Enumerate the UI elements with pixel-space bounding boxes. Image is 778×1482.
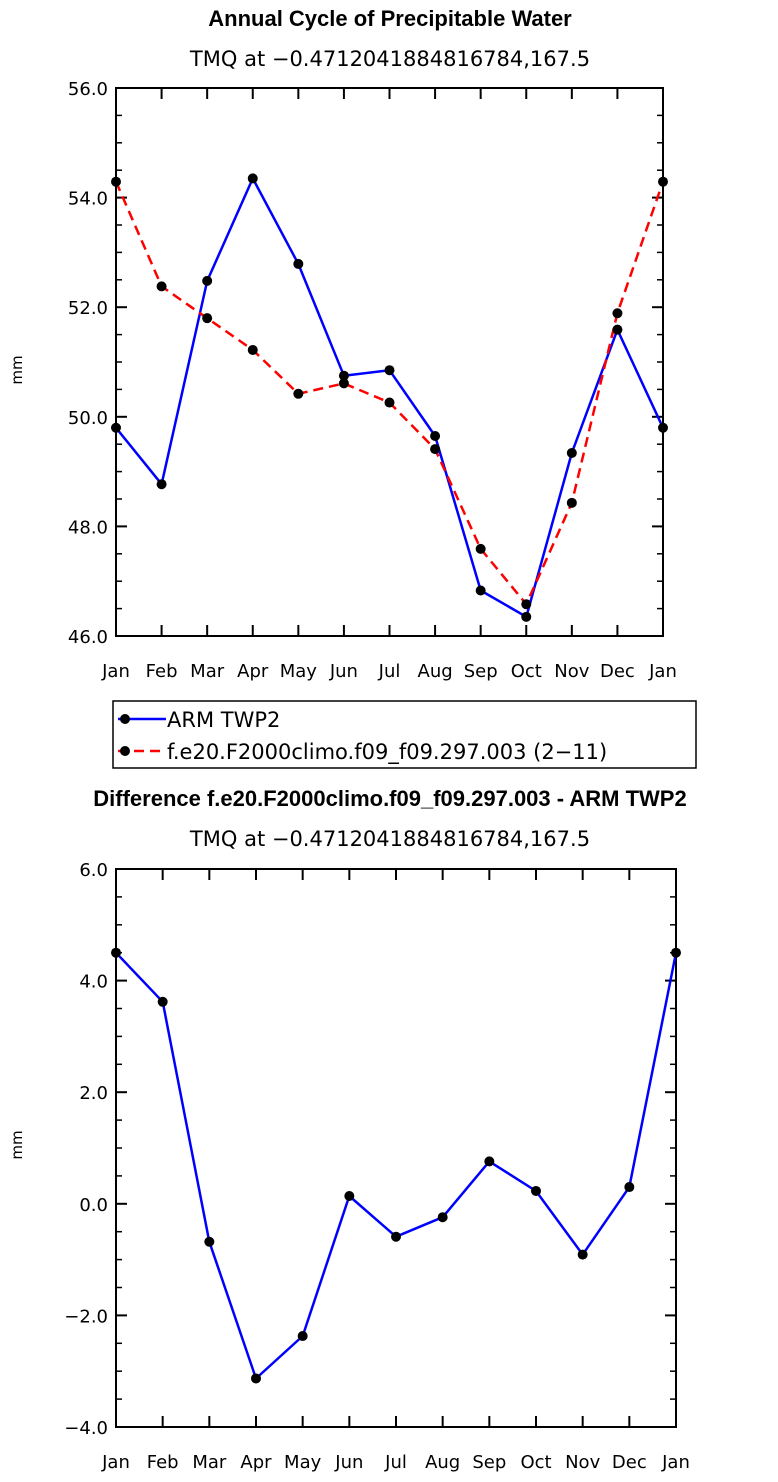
chart2-series-0-point [344, 1190, 355, 1201]
chart2-subtitle: TMQ at −0.4712041884816784,167.5 [189, 827, 590, 851]
chart1-legend: ARM TWP2 f.e20.F2000climo.f09_f09.297.00… [112, 700, 697, 769]
chart1-xtick-label: Feb [146, 661, 178, 682]
legend-box [112, 700, 697, 769]
chart1-series-1-point [521, 599, 532, 610]
chart2-series-0-point [111, 947, 121, 958]
chart2-frame [115, 868, 677, 1428]
chart2-xtick-label: Nov [565, 1452, 600, 1473]
chart1-series-0-point [247, 173, 258, 184]
chart1-xtick-label: Oct [511, 661, 542, 682]
chart2-series-0-point [671, 947, 681, 958]
chart2-series-0-point [251, 1373, 261, 1384]
legend-label-arm-twp2: ARM TWP2 [167, 708, 280, 732]
chart1-series-1-point [430, 444, 441, 455]
chart1-xtick-label: Jun [329, 661, 358, 682]
chart1-ytick-label: 46.0 [68, 627, 108, 648]
chart1-ytick-label: 56.0 [68, 79, 108, 100]
chart2-xtick-label: Dec [612, 1452, 647, 1473]
legend-label-model: f.e20.F2000climo.f09_f09.297.003 (2−11) [167, 740, 607, 765]
chart1-series-1-point [658, 176, 668, 187]
chart1-ytick-label: 54.0 [68, 189, 108, 210]
chart2-ytick-label: −2.0 [64, 1306, 108, 1327]
chart2-series-0-point [484, 1156, 495, 1167]
chart2-xtick-label: Aug [425, 1452, 460, 1473]
chart1-series-0-point [521, 611, 532, 622]
chart1-series-1-point [338, 378, 349, 389]
chart1-series-0-point [293, 258, 304, 269]
chart1-xtick-label: Dec [600, 661, 635, 682]
chart2-series-0-point [204, 1236, 215, 1247]
chart1-xtick-label: Mar [190, 661, 225, 682]
chart1-series-1-point [111, 176, 121, 187]
chart2-xtick-label: Feb [147, 1452, 179, 1473]
chart2-plot-area: −4.0 −2.0 0.0 2.0 4.0 6.0 Jan Feb Mar Apr May Jun Ju… [64, 860, 690, 1473]
chart2-xtick-label: Mar [192, 1452, 227, 1473]
chart1-xtick-label: Sep [464, 661, 498, 682]
chart1-xtick-label: Jan [648, 661, 677, 682]
chart2-ytick-label: 0.0 [79, 1195, 108, 1216]
chart1-subtitle: TMQ at −0.4712041884816784,167.5 [189, 47, 590, 71]
chart1-ytick-label: 48.0 [68, 517, 108, 538]
legend-marker-arm-twp2 [120, 714, 130, 724]
chart1-series-1-point [202, 313, 213, 324]
chart1-ylabel: mm [8, 355, 26, 384]
chart1-series-0-point [384, 365, 395, 376]
chart1-series-0-point [566, 447, 577, 458]
chart1-xtick-label: Jan [101, 661, 130, 682]
legend-marker-model [120, 746, 130, 756]
chart2-series-line-0 [115, 951, 678, 1380]
chart2-ytick-label: −4.0 [64, 1418, 108, 1439]
chart2-ytick-label: 2.0 [79, 1083, 108, 1104]
chart1-series-1-point [293, 388, 304, 399]
chart2-xtick-label: Jun [334, 1452, 363, 1473]
chart1-xtick-label: Nov [554, 661, 589, 682]
chart1-series-1-point [247, 344, 258, 355]
chart1-ytick-label: 50.0 [68, 408, 108, 429]
chart1-title: Annual Cycle of Precipitable Water [208, 6, 572, 31]
chart2-series-0-point [624, 1182, 635, 1193]
chart1-series-1-point [475, 543, 486, 554]
chart2-series-0-point [297, 1331, 308, 1342]
chart1-series-0-point [430, 430, 441, 441]
chart1-xtick-label: Jul [378, 661, 401, 682]
chart2-xtick-label: Jan [661, 1452, 690, 1473]
chart1-ytick-label: 52.0 [68, 298, 108, 319]
chart2-xtick-label: Sep [472, 1452, 506, 1473]
chart1-series-0-point [202, 275, 213, 286]
chart1-series-1-point [566, 497, 577, 508]
chart1-frame [115, 87, 664, 637]
chart1-xtick-label: May [280, 661, 318, 682]
chart2-xtick-label: Jan [101, 1452, 130, 1473]
chart2-xtick-label: May [284, 1452, 322, 1473]
chart1-series-0-point [111, 422, 121, 433]
chart2-xtick-label: Jul [384, 1452, 407, 1473]
chart2-xtick-label: Oct [520, 1452, 551, 1473]
chart1-plot-area: 46.0 48.0 50.0 52.0 54.0 56.0 Jan Feb Mar Apr May J… [68, 79, 677, 682]
chart1-series-0-point [156, 479, 167, 490]
chart1-series-0-point [475, 585, 486, 596]
chart1-series-0-point [658, 422, 668, 433]
chart2-series-0-point [391, 1231, 401, 1242]
chart1-series-1-point [384, 397, 395, 408]
chart1-series-1-point [156, 281, 167, 292]
chart2-ytick-label: 4.0 [79, 972, 108, 993]
chart1-series-1-point [612, 308, 623, 319]
chart1-series-0-point [612, 324, 623, 335]
chart2-title: Difference f.e20.F2000climo.f09_f09.297.… [93, 786, 686, 811]
chart2-ylabel: mm [8, 1130, 26, 1159]
chart1-xtick-label: Aug [418, 661, 453, 682]
chart2-series-0-point [157, 996, 168, 1007]
chart2-series-0-point [577, 1249, 588, 1260]
chart2-ytick-label: 6.0 [79, 860, 108, 881]
chart1-xtick-label: Apr [237, 661, 269, 682]
chart2-xtick-label: Apr [240, 1452, 272, 1473]
chart1-series-0-point [338, 370, 349, 381]
chart1-series-line-1 [114, 181, 665, 606]
chart2-series-0-point [437, 1212, 448, 1223]
chart2-series-0-point [531, 1185, 541, 1196]
